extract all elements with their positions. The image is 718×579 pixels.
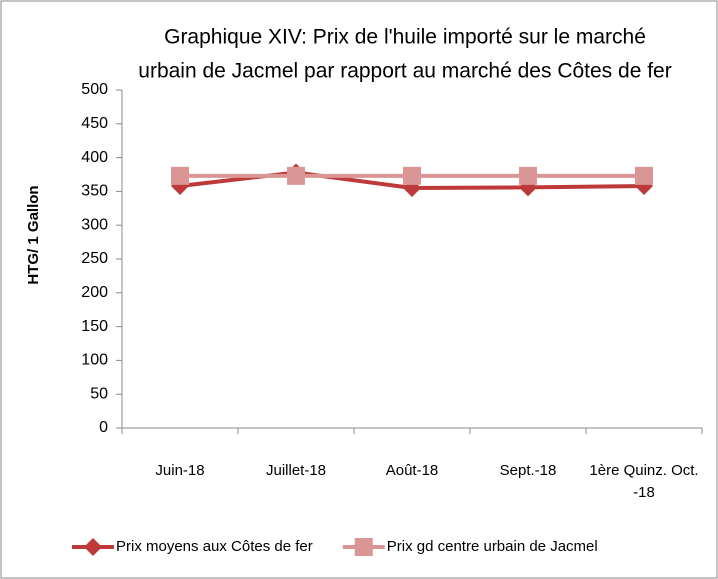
chart-title: Graphique XIV: Prix de l'huile importé s… xyxy=(164,26,646,49)
x-tick-label: Juillet-18 xyxy=(265,462,327,479)
marker xyxy=(519,166,537,185)
marker xyxy=(635,166,653,185)
y-tick-label: 400 xyxy=(81,149,108,166)
chart-title: urbain de Jacmel par rapport au marché d… xyxy=(138,60,671,83)
y-tick-label: 450 xyxy=(81,115,108,132)
marker xyxy=(354,538,373,556)
marker xyxy=(287,166,305,185)
y-tick-label: 150 xyxy=(81,318,108,335)
x-tick-label: 1ère Quinz. Oct. -18 xyxy=(589,462,699,501)
x-tick-label: Juin-18 xyxy=(155,462,205,479)
x-tick-label: Sept.-18 xyxy=(499,462,557,479)
y-tick-label: 500 xyxy=(81,81,108,98)
y-tick-label: 100 xyxy=(81,352,108,369)
marker xyxy=(403,166,421,185)
x-tick-label: Août-18 xyxy=(385,462,439,479)
y-tick-label: 0 xyxy=(99,419,108,436)
marker xyxy=(84,538,102,556)
y-tick-label: 350 xyxy=(81,183,108,200)
marker xyxy=(171,166,189,185)
legend-label: Prix gd centre urbain de Jacmel xyxy=(387,538,598,555)
y-tick-label: 300 xyxy=(81,216,108,233)
y-axis-label: HTG/ 1 Gallon xyxy=(25,185,42,284)
y-tick-label: 250 xyxy=(81,250,108,267)
y-tick-label: 200 xyxy=(81,284,108,301)
legend-label: Prix moyens aux Côtes de fer xyxy=(116,538,313,555)
y-tick-label: 50 xyxy=(90,385,108,402)
